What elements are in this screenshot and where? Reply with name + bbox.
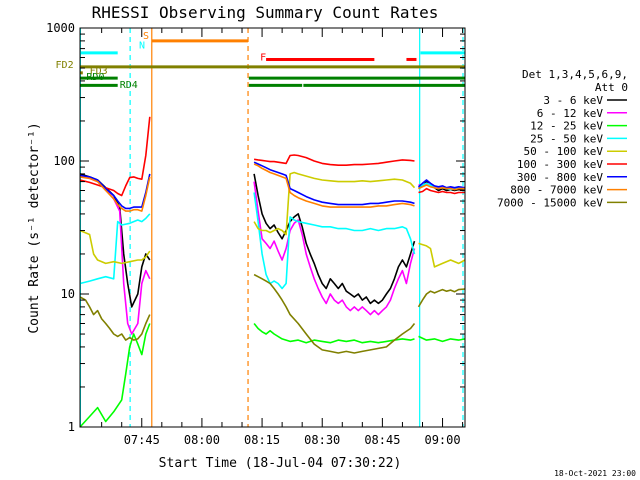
flag-label-f: F <box>260 52 266 63</box>
series-line-7000-15000-kev-0 <box>79 296 151 341</box>
y-tick-label: 1000 <box>46 21 75 35</box>
series-line-300-800-kev-1 <box>253 161 415 206</box>
flag-label-fd3: FD3 <box>90 66 108 77</box>
legend-label-100-300-kev: 100 - 300 keV <box>517 158 603 171</box>
legend-header-0: Det 1,3,4,5,6,9, <box>522 68 628 81</box>
series-lines <box>79 116 466 428</box>
series-line-3-6-kev-1 <box>253 173 416 305</box>
series-line-12-25-kev-2 <box>418 335 466 343</box>
series-line-300-800-kev-0 <box>79 173 151 210</box>
y-tick-label: 10 <box>61 287 75 301</box>
series-line-7000-15000-kev-1 <box>253 273 416 354</box>
y-axis-label: Count Rate (s⁻¹ detector⁻¹) <box>27 122 42 333</box>
series-line-800-7000-kev-1 <box>253 163 415 208</box>
legend-label-800-7000-kev: 800 - 7000 keV <box>510 184 603 197</box>
legend-label-50-100-kev: 50 - 100 keV <box>524 145 604 158</box>
series-line-50-100-kev-0 <box>79 229 151 265</box>
series-line-6-12-kev-1 <box>253 181 416 316</box>
flag-label-rd4: RD4 <box>120 80 138 91</box>
series-line-3-6-kev-2 <box>418 180 466 192</box>
series-7000-15000-kev <box>79 273 466 354</box>
series-12-25-kev <box>79 323 466 428</box>
legend-label-25-50-kev: 25 - 50 keV <box>530 132 603 145</box>
x-tick-label: 08:45 <box>364 433 400 447</box>
series-line-100-300-kev-2 <box>418 187 465 195</box>
legend-label-3-6-kev: 3 - 6 keV <box>543 94 603 107</box>
series-line-300-800-kev-2 <box>417 179 466 189</box>
x-tick-label: 09:00 <box>424 433 460 447</box>
series-line-12-25-kev-0 <box>79 323 151 428</box>
legend-label-300-800-kev: 300 - 800 keV <box>517 171 603 184</box>
series-line-800-7000-kev-2 <box>418 184 465 191</box>
x-tick-label: 08:00 <box>184 433 220 447</box>
legend-header-1: Att 0 <box>595 81 628 94</box>
series-100-300-kev <box>79 116 465 197</box>
flag-label-rd0: RD0 <box>86 72 104 83</box>
x-tick-label: 08:30 <box>304 433 340 447</box>
series-line-50-100-kev-2 <box>418 242 466 268</box>
series-line-100-300-kev-0 <box>79 116 151 197</box>
flag-label-fd2: FD2 <box>56 60 74 71</box>
series-800-7000-kev <box>79 163 465 212</box>
series-6-12-kev <box>79 174 466 335</box>
axes: 1 10 100 1000 07:45 08:00 08:15 08:30 08:45 09:00 <box>46 21 465 447</box>
y-tick-label: 100 <box>53 154 75 168</box>
legend-label-12-25-kev: 12 - 25 keV <box>530 120 603 133</box>
chart-title: RHESSI Observing Summary Count Rates <box>92 3 439 22</box>
series-line-50-100-kev-1 <box>253 171 416 236</box>
flag-label-n: N <box>139 41 145 52</box>
series-line-12-25-kev-1 <box>253 323 415 344</box>
series-50-100-kev <box>79 171 466 268</box>
series-25-50-kev <box>79 182 466 290</box>
y-tick-label: 1 <box>68 420 75 434</box>
series-line-25-50-kev-1 <box>253 192 416 290</box>
plot-frame <box>79 27 466 428</box>
flag-label-s: S <box>143 31 149 42</box>
series-line-7000-15000-kev-2 <box>417 288 466 308</box>
x-tick-label: 08:15 <box>244 433 280 447</box>
series-line-800-7000-kev-0 <box>79 176 151 212</box>
x-tick-label: 07:45 <box>124 433 160 447</box>
series-300-800-kev <box>79 161 466 210</box>
legend-label-7000-15000-kev: 7000 - 15000 keV <box>497 196 603 209</box>
legend-label-6-12-kev: 6 - 12 keV <box>537 107 604 120</box>
series-line-100-300-kev-1 <box>253 154 415 166</box>
series-line-25-50-kev-0 <box>79 213 151 285</box>
footer-timestamp: 18-Oct-2021 23:00 <box>554 469 636 478</box>
x-axis-label: Start Time (18-Jul-04 07:30:22) <box>159 456 402 471</box>
